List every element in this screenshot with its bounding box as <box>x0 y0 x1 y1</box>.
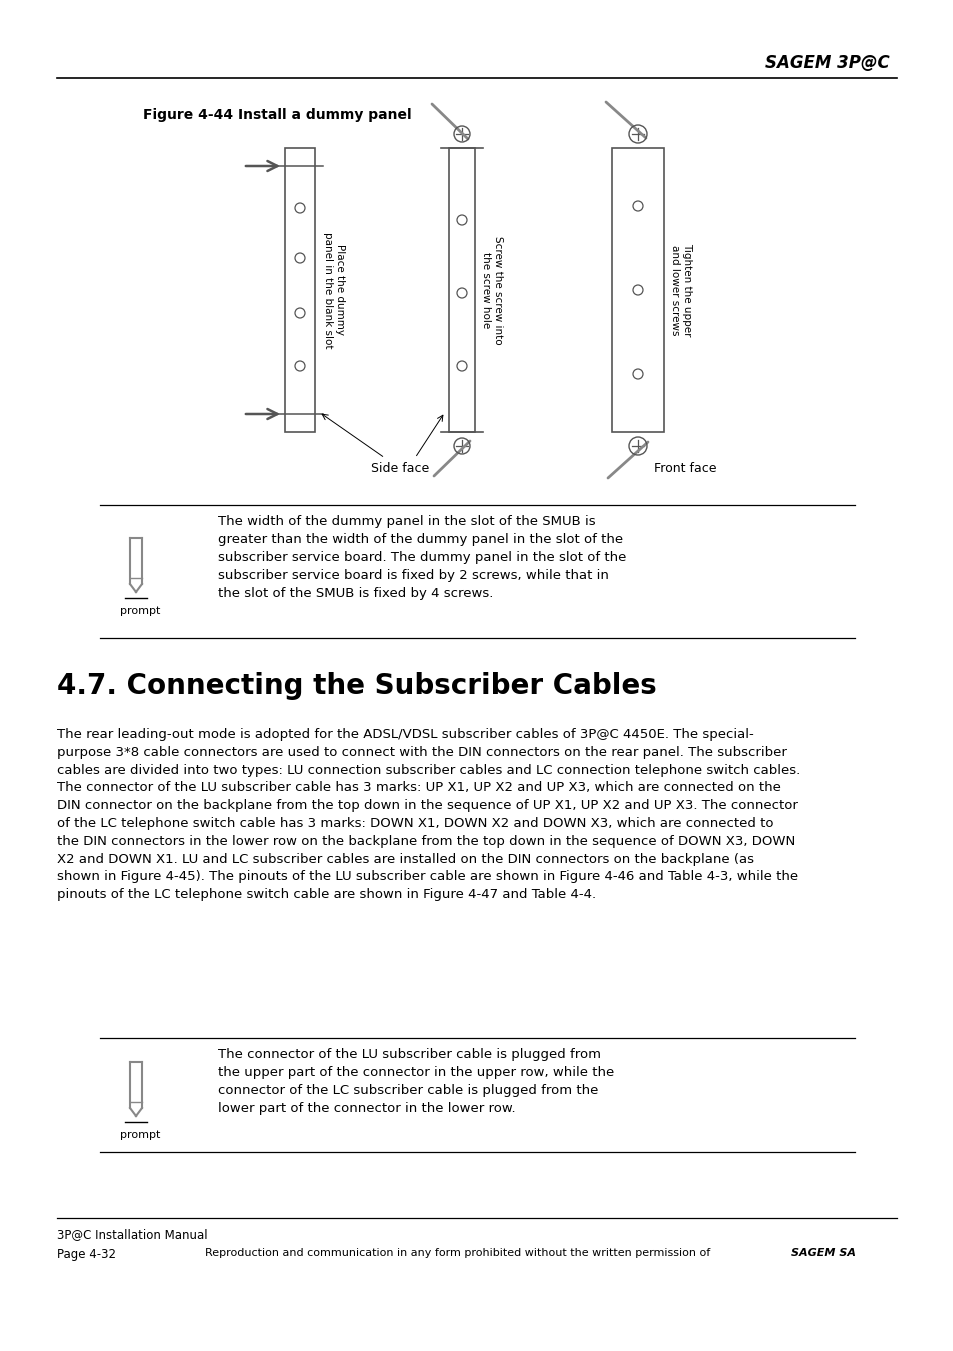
Text: 3P@C Installation Manual: 3P@C Installation Manual <box>57 1228 208 1242</box>
Text: Figure 4-44 Install a dummy panel: Figure 4-44 Install a dummy panel <box>143 108 411 122</box>
Text: Side face: Side face <box>371 462 429 476</box>
Text: Front face: Front face <box>653 462 716 476</box>
Text: Reproduction and communication in any form prohibited without the written permis: Reproduction and communication in any fo… <box>205 1248 713 1258</box>
Text: SAGEM 3P@C: SAGEM 3P@C <box>764 54 889 72</box>
Text: Tighten the upper
and lower screws: Tighten the upper and lower screws <box>669 243 691 336</box>
Text: prompt: prompt <box>120 1129 160 1140</box>
Text: Page 4-32: Page 4-32 <box>57 1248 116 1260</box>
Text: The rear leading-out mode is adopted for the ADSL/VDSL subscriber cables of 3P@C: The rear leading-out mode is adopted for… <box>57 728 800 901</box>
Text: The width of the dummy panel in the slot of the SMUB is
greater than the width o: The width of the dummy panel in the slot… <box>218 515 626 600</box>
Text: Place the dummy
panel in the blank slot: Place the dummy panel in the blank slot <box>323 232 344 349</box>
Text: The connector of the LU subscriber cable is plugged from
the upper part of the c: The connector of the LU subscriber cable… <box>218 1048 614 1115</box>
Text: Screw the screw into
the screw hole: Screw the screw into the screw hole <box>480 235 502 345</box>
Text: 4.7. Connecting the Subscriber Cables: 4.7. Connecting the Subscriber Cables <box>57 671 656 700</box>
Text: prompt: prompt <box>120 607 160 616</box>
Text: SAGEM SA: SAGEM SA <box>790 1248 855 1258</box>
